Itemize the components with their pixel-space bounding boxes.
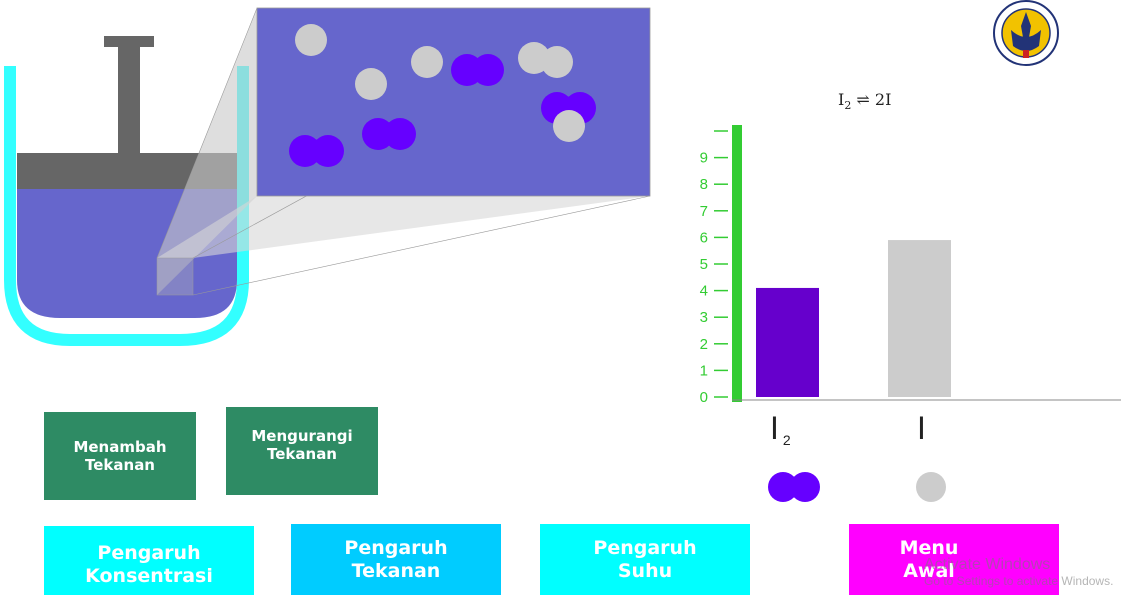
i2-molecule-icon [768, 472, 820, 502]
y-tick-label: 3 [700, 309, 708, 326]
i-atom [553, 110, 585, 142]
container-wall [4, 66, 249, 346]
y-tick-label: 5 [700, 256, 708, 273]
i2-molecule [289, 135, 344, 167]
piston-handle [104, 36, 154, 47]
add-pressure-label-line2: Tekanan [85, 456, 155, 474]
reaction-container [4, 7, 651, 346]
y-tick-label: 0 [700, 389, 708, 406]
y-tick-label: 7 [700, 203, 708, 220]
add-pressure-button[interactable]: Menambah Tekanan [44, 412, 196, 500]
i2-molecule [362, 118, 416, 150]
y-tick-label: 2 [700, 336, 708, 353]
reduce-pressure-label-line2: Tekanan [267, 445, 337, 463]
y-tick-label: 6 [700, 229, 708, 246]
reduce-pressure-button[interactable]: Mengurangi Tekanan [226, 407, 378, 495]
bar-i2 [756, 287, 819, 397]
y-tick-label: 8 [700, 176, 708, 193]
y-axis [732, 125, 742, 402]
university-logo [993, 0, 1059, 66]
activate-windows-watermark: Activate Windows Go to Settings to activ… [924, 556, 1114, 588]
main-menu-button[interactable]: Menu Awal [849, 524, 1059, 595]
effect-concentration-button[interactable]: Pengaruh Konsentrasi [44, 526, 254, 595]
bar-i [888, 240, 951, 397]
y-tick-label: 9 [700, 150, 708, 167]
reduce-pressure-label-line1: Mengurangi [251, 427, 353, 445]
zoom-sample-box [156, 257, 194, 296]
i-atom [355, 68, 387, 100]
i-atom [295, 24, 327, 56]
i-atom [411, 46, 443, 78]
concentration-chart: 0 1 2 3 4 5 6 7 8 9 [700, 125, 1121, 406]
piston-rod [118, 46, 140, 156]
i-atom-icon [916, 472, 946, 502]
effect-temperature-button[interactable]: Pengaruh Suhu [540, 524, 750, 595]
category-label-i: I [917, 410, 926, 446]
y-tick-label: 1 [700, 362, 708, 379]
add-pressure-label-line1: Menambah [73, 438, 167, 456]
i-atom [541, 46, 573, 78]
y-tick-label: 4 [700, 283, 708, 300]
i2-molecule [451, 54, 504, 86]
effect-pressure-button[interactable]: Pengaruh Tekanan [291, 524, 501, 595]
reaction-equation: I2 ⇌ 2I [838, 90, 892, 113]
